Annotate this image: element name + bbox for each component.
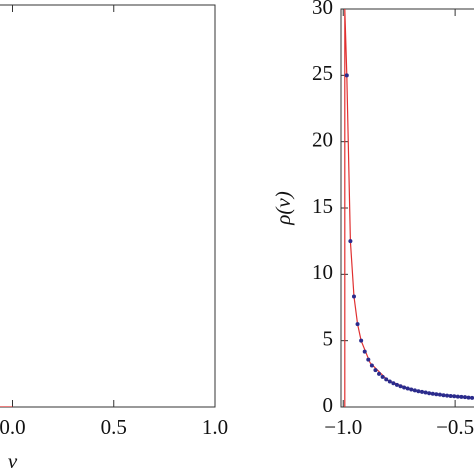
data-point <box>466 395 471 400</box>
data-point <box>362 349 367 354</box>
data-point <box>455 394 460 399</box>
data-point <box>459 394 464 399</box>
plot-area <box>344 9 474 407</box>
y-tick-label: 25 <box>312 61 333 85</box>
data-point <box>470 395 474 400</box>
data-point <box>416 389 421 394</box>
data-point <box>409 387 414 392</box>
x-tick-label: −0.5 <box>436 415 474 439</box>
data-line <box>344 9 474 407</box>
x-tick-label: 1.0 <box>202 415 228 439</box>
x-tick-label: 0.0 <box>0 415 26 439</box>
plot-frame <box>340 8 474 408</box>
data-point <box>412 388 417 393</box>
y-tick-label: 0 <box>323 393 334 417</box>
y-tick-label: 10 <box>312 260 333 284</box>
y-tick-label: 5 <box>323 326 334 350</box>
data-point <box>405 386 410 391</box>
data-point <box>391 381 396 386</box>
data-point <box>380 374 385 379</box>
data-point <box>387 379 392 384</box>
data-point <box>369 363 374 368</box>
data-point <box>373 368 378 373</box>
data-point <box>427 391 432 396</box>
data-point <box>398 384 403 389</box>
data-point <box>462 395 467 400</box>
x-tick-label: −1.0 <box>324 415 362 439</box>
data-point <box>366 357 371 362</box>
data-point <box>359 338 364 343</box>
data-point <box>452 394 457 399</box>
data-point <box>384 377 389 382</box>
x-tick-label: 0.5 <box>101 415 127 439</box>
x-axis-label: ν <box>8 449 18 473</box>
data-point <box>441 393 446 398</box>
y-tick-label: 20 <box>312 127 333 151</box>
data-point <box>420 389 425 394</box>
y-tick-label: 15 <box>312 194 333 218</box>
data-point <box>402 385 407 390</box>
data-point <box>348 239 353 244</box>
data-point <box>355 322 360 327</box>
data-point <box>344 73 349 78</box>
data-point <box>351 294 356 299</box>
data-point <box>448 393 453 398</box>
plot-frame <box>0 4 216 408</box>
data-point <box>377 371 382 376</box>
data-point <box>437 392 442 397</box>
data-point <box>394 382 399 387</box>
data-point <box>445 393 450 398</box>
data-point <box>430 391 435 396</box>
data-point <box>434 392 439 397</box>
data-point <box>423 390 428 395</box>
y-tick-label: 30 <box>312 0 333 19</box>
y-axis-label: ρ(ν) <box>271 191 295 225</box>
